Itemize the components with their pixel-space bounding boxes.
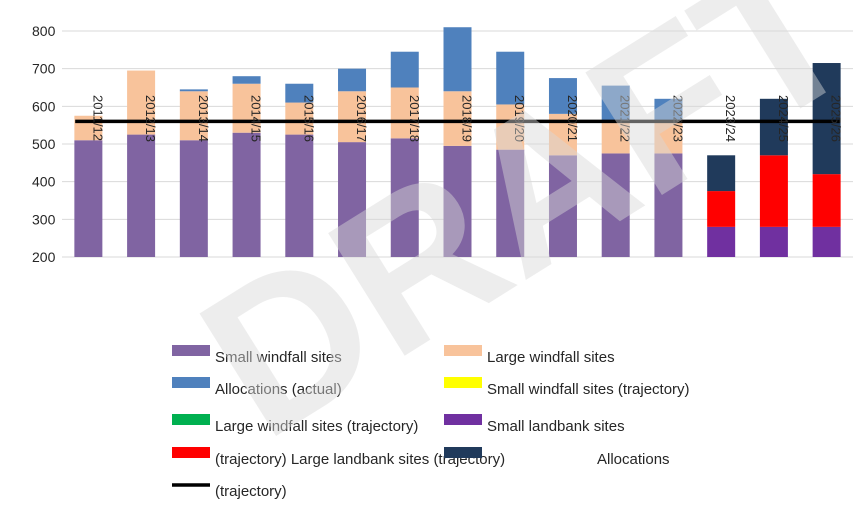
y-tick-label: 700: [32, 61, 56, 77]
category-label: 2016/17: [354, 95, 369, 142]
bar-segment: [812, 226, 841, 257]
legend-swatch: [444, 345, 482, 356]
bar-segment: [654, 153, 683, 257]
legend-label: Large windfall sites (trajectory): [215, 418, 418, 435]
bar-segment: [232, 76, 261, 84]
draft-watermark: DRAFT: [163, 0, 860, 482]
legend-swatch: [444, 447, 482, 458]
bar-segment: [548, 155, 577, 257]
category-label: 2023/24: [723, 95, 738, 142]
bar-segment: [74, 140, 103, 257]
bar-segment: [443, 27, 472, 92]
stacked-bars: [74, 27, 841, 257]
bar-segment: [338, 91, 367, 143]
legend-swatch: [172, 414, 210, 425]
bar-segment: [759, 155, 788, 227]
category-label: 2014/15: [249, 95, 264, 142]
bar-segment: [390, 51, 419, 88]
bar-segment: [759, 226, 788, 257]
bar-segment: [548, 78, 577, 114]
category-labels: 2011/12 2012/13 2013/14 2014/15 2015/16 2016/…: [90, 95, 843, 142]
bar-segment: [601, 85, 630, 122]
legend-label: (trajectory) Large landbank sites (traje…: [215, 451, 505, 468]
y-tick-label: 600: [32, 98, 56, 114]
bar-segment: [601, 153, 630, 257]
category-label: 2018/19: [460, 95, 475, 142]
legend-swatch: [444, 414, 482, 425]
bar-segment: [285, 102, 314, 135]
bar-segment: [232, 83, 261, 133]
bar-segment: [496, 104, 525, 150]
bar-segment: [179, 91, 208, 141]
bar-segment: [496, 51, 525, 105]
bar-segment: [601, 121, 630, 154]
bar-segment: [654, 98, 683, 122]
bar-segment: [285, 83, 314, 103]
bar-segment: [812, 174, 841, 227]
y-axis: 200 300 400 500 600 700 800: [32, 23, 56, 265]
bar-segment: [390, 138, 419, 257]
category-label: 2017/18: [407, 95, 422, 142]
bar-segment: [496, 149, 525, 257]
category-label: 2020/21: [565, 95, 580, 142]
category-label: 2022/23: [670, 95, 685, 142]
legend-label: Small windfall sites (trajectory): [487, 381, 690, 398]
bar-segment: [443, 91, 472, 146]
legend-swatch: [444, 377, 482, 388]
bar-segment: [179, 89, 208, 92]
legend-swatch: [172, 447, 210, 458]
bar-segment: [812, 63, 841, 175]
legend: Small windfall sites Large windfall sites…: [172, 345, 690, 500]
legend-label: (trajectory): [215, 483, 287, 500]
category-label: 2015/16: [301, 95, 316, 142]
y-tick-label: 300: [32, 211, 56, 227]
bar-segment: [390, 87, 419, 139]
bar-segment: [285, 134, 314, 257]
legend-swatch: [172, 377, 210, 388]
y-tick-label: 400: [32, 174, 56, 190]
y-tick-label: 800: [32, 23, 56, 39]
bar-segment: [127, 134, 156, 257]
bar-segment: [338, 142, 367, 257]
bar-segment: [707, 191, 736, 227]
legend-label: Allocations (actual): [215, 381, 342, 398]
category-label: 2012/13: [143, 95, 158, 142]
category-label: 2019/20: [512, 95, 527, 142]
bar-segment: [232, 132, 261, 257]
bar-segment: [707, 155, 736, 192]
legend-swatch: [172, 345, 210, 356]
legend-label: Allocations: [597, 451, 670, 468]
y-tick-label: 500: [32, 136, 56, 152]
y-tick-label: 200: [32, 249, 56, 265]
bar-segment: [127, 70, 156, 135]
legend-label: Small landbank sites: [487, 418, 625, 435]
bar-segment: [654, 121, 683, 154]
category-label: 2021/22: [618, 95, 633, 142]
bar-segment: [759, 98, 788, 156]
legend-label: Large windfall sites: [487, 349, 615, 366]
draft-watermark-text: DRAFT: [163, 0, 860, 482]
bar-segment: [179, 140, 208, 257]
bar-segment: [338, 68, 367, 92]
bar-segment: [707, 226, 736, 257]
category-label: 2011/12: [90, 95, 105, 141]
category-label: 2024/25: [776, 95, 791, 142]
legend-label: Small windfall sites: [215, 349, 342, 366]
bar-segment: [443, 145, 472, 257]
category-label: 2013/14: [196, 95, 211, 142]
category-label: 2025/26: [829, 95, 844, 142]
